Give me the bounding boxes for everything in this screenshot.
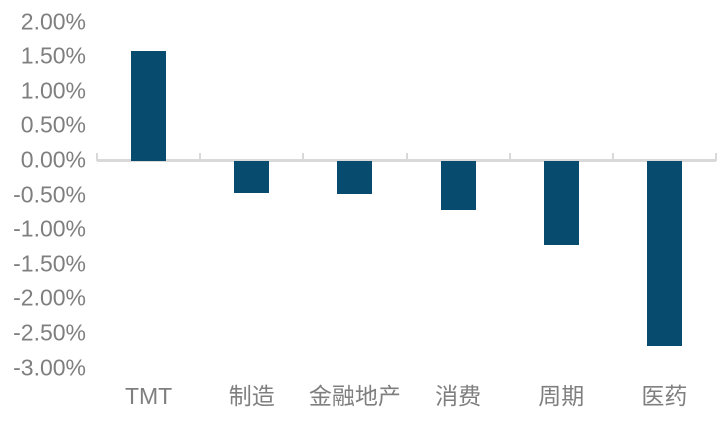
y-axis-tick-label: 1.00% bbox=[20, 77, 86, 104]
axis-tick bbox=[199, 152, 202, 161]
x-axis-label: 周期 bbox=[538, 383, 585, 409]
y-axis-tick-label: 2.00% bbox=[20, 8, 86, 35]
y-axis-tick-label: -2.50% bbox=[13, 319, 86, 346]
bar-医药 bbox=[646, 161, 682, 346]
bar-周期 bbox=[543, 161, 579, 246]
bar-消费 bbox=[440, 161, 476, 211]
x-axis-label: 消费 bbox=[435, 383, 482, 409]
x-axis-label: TMT bbox=[124, 383, 173, 409]
y-axis-tick-label: -3.00% bbox=[13, 354, 86, 381]
y-axis-tick-label: -1.00% bbox=[13, 215, 86, 242]
bar-TMT bbox=[131, 50, 167, 162]
axis-tick bbox=[715, 152, 717, 161]
y-axis-tick-label: 0.50% bbox=[20, 111, 86, 138]
bar-制造 bbox=[234, 161, 270, 193]
x-axis-label: 医药 bbox=[641, 383, 688, 409]
axis-tick bbox=[302, 152, 305, 161]
y-axis-tick-label: -2.00% bbox=[13, 284, 86, 311]
y-axis-tick-label: 0.00% bbox=[20, 146, 86, 173]
x-axis-label: 制造 bbox=[228, 383, 275, 409]
axis-tick bbox=[508, 152, 511, 161]
y-axis-tick-label: -0.50% bbox=[13, 181, 86, 208]
x-axis-label: 金融地产 bbox=[308, 383, 401, 409]
axis-tick bbox=[405, 152, 408, 161]
bar-金融地产 bbox=[337, 161, 373, 195]
y-axis-tick-label: -1.50% bbox=[13, 250, 86, 277]
y-axis-tick-label: 1.50% bbox=[20, 42, 86, 69]
axis-tick bbox=[96, 152, 98, 161]
axis-tick bbox=[611, 152, 614, 161]
